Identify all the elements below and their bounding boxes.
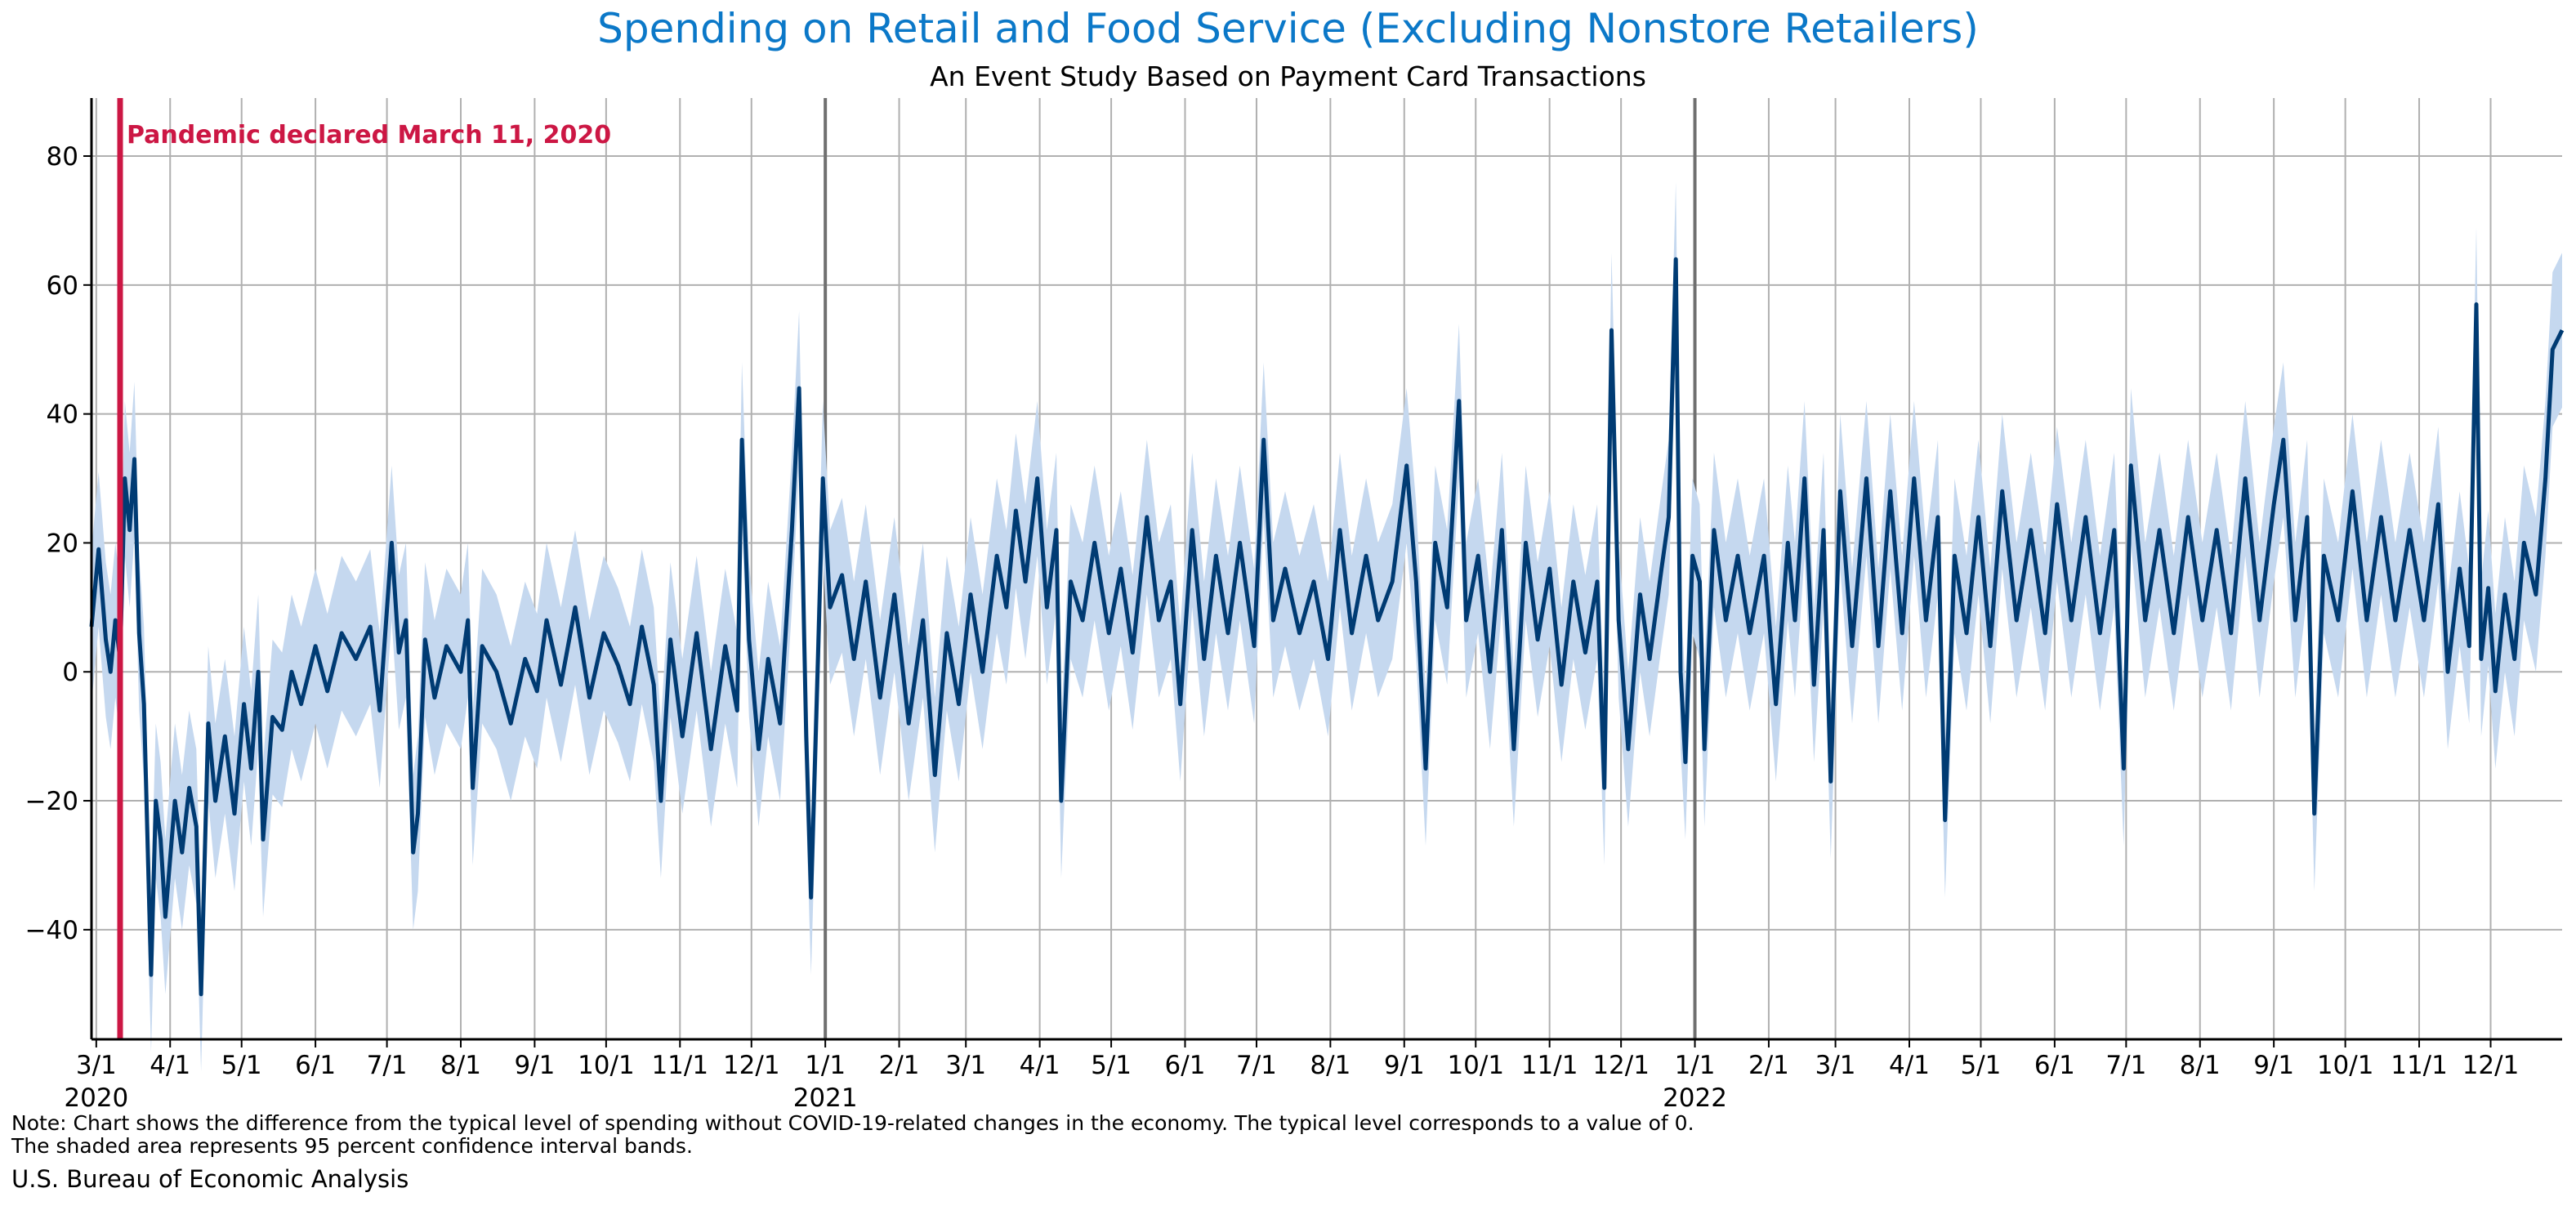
x-tick-label: 3/1 bbox=[945, 1051, 986, 1080]
x-tick-label: 12/1 bbox=[2462, 1051, 2520, 1080]
x-tick-label: 5/1 bbox=[1091, 1051, 1132, 1080]
chart-subtitle: An Event Study Based on Payment Card Tra… bbox=[930, 60, 1646, 92]
chart-title: Spending on Retail and Food Service (Exc… bbox=[597, 5, 1979, 52]
x-tick-label: 6/1 bbox=[295, 1051, 336, 1080]
series-line bbox=[89, 257, 2565, 997]
y-tick-label: 20 bbox=[47, 529, 78, 558]
axis-layer: −40 −20 0 20 40 60 80 3/1 2020 4/1 5/1 6/1 7/1 8/1 9/1… bbox=[25, 98, 2562, 1113]
x-tick-label: 3/1 bbox=[1815, 1051, 1856, 1080]
chart-note-line-1: Note: Chart shows the difference from th… bbox=[11, 1111, 1694, 1135]
annotation-layer: Pandemic declared March 11, 2020 bbox=[117, 98, 611, 1039]
x-tick-label: 8/1 bbox=[2180, 1051, 2221, 1080]
source-credit: U.S. Bureau of Economic Analysis bbox=[11, 1165, 409, 1193]
x-tick-label: 6/1 bbox=[2034, 1051, 2075, 1080]
x-tick-label: 8/1 bbox=[1310, 1051, 1351, 1080]
x-tick-label: 4/1 bbox=[150, 1051, 190, 1080]
x-tick-label: 9/1 bbox=[2253, 1051, 2294, 1080]
pandemic-annotation-label: Pandemic declared March 11, 2020 bbox=[127, 121, 611, 150]
x-tick-label: 4/1 bbox=[1020, 1051, 1060, 1080]
series-line-layer bbox=[89, 257, 2565, 997]
x-tick-label: 3/1 bbox=[76, 1051, 117, 1080]
x-tick-label: 9/1 bbox=[514, 1051, 555, 1080]
x-tick-label: 5/1 bbox=[221, 1051, 262, 1080]
x-tick-label: 10/1 bbox=[2317, 1051, 2374, 1080]
x-tick-label: 4/1 bbox=[1889, 1051, 1930, 1080]
x-tick-label: 11/1 bbox=[2391, 1051, 2448, 1080]
y-tick-label: 60 bbox=[47, 271, 78, 301]
x-tick-label: 12/1 bbox=[1592, 1051, 1650, 1080]
x-tick-label: 9/1 bbox=[1384, 1051, 1425, 1080]
y-tick-label: −40 bbox=[25, 916, 78, 945]
x-tick-label: 2/1 bbox=[879, 1051, 920, 1080]
x-tick-label: 12/1 bbox=[723, 1051, 780, 1080]
x-tick-label: 11/1 bbox=[1521, 1051, 1578, 1080]
x-tick-label: 2/1 bbox=[1748, 1051, 1789, 1080]
x-tick-label: 8/1 bbox=[440, 1051, 481, 1080]
y-tick-label: 40 bbox=[47, 400, 78, 430]
confidence-interval-band bbox=[92, 181, 2562, 1072]
y-tick-label: 80 bbox=[47, 142, 78, 172]
x-tick-label: 10/1 bbox=[578, 1051, 635, 1080]
x-tick-label: 11/1 bbox=[651, 1051, 708, 1080]
x-tick-label: 10/1 bbox=[1447, 1051, 1504, 1080]
y-tick-label: 0 bbox=[62, 658, 78, 687]
x-tick-label: 7/1 bbox=[1236, 1051, 1277, 1080]
y-tick-label: −20 bbox=[25, 787, 78, 816]
x-tick-label: 6/1 bbox=[1165, 1051, 1206, 1080]
x-year-label: 2022 bbox=[1663, 1083, 1727, 1113]
x-tick-label: 1/1 bbox=[1675, 1051, 1716, 1080]
x-year-label: 2021 bbox=[793, 1083, 858, 1113]
x-tick-label: 7/1 bbox=[367, 1051, 408, 1080]
confidence-band-layer bbox=[92, 181, 2562, 1072]
x-year-label: 2020 bbox=[64, 1083, 128, 1113]
x-tick-label: 1/1 bbox=[805, 1051, 846, 1080]
chart-note-line-2: The shaded area represents 95 percent co… bbox=[11, 1134, 693, 1158]
x-tick-label: 5/1 bbox=[1961, 1051, 2002, 1080]
x-tick-label: 7/1 bbox=[2105, 1051, 2146, 1080]
